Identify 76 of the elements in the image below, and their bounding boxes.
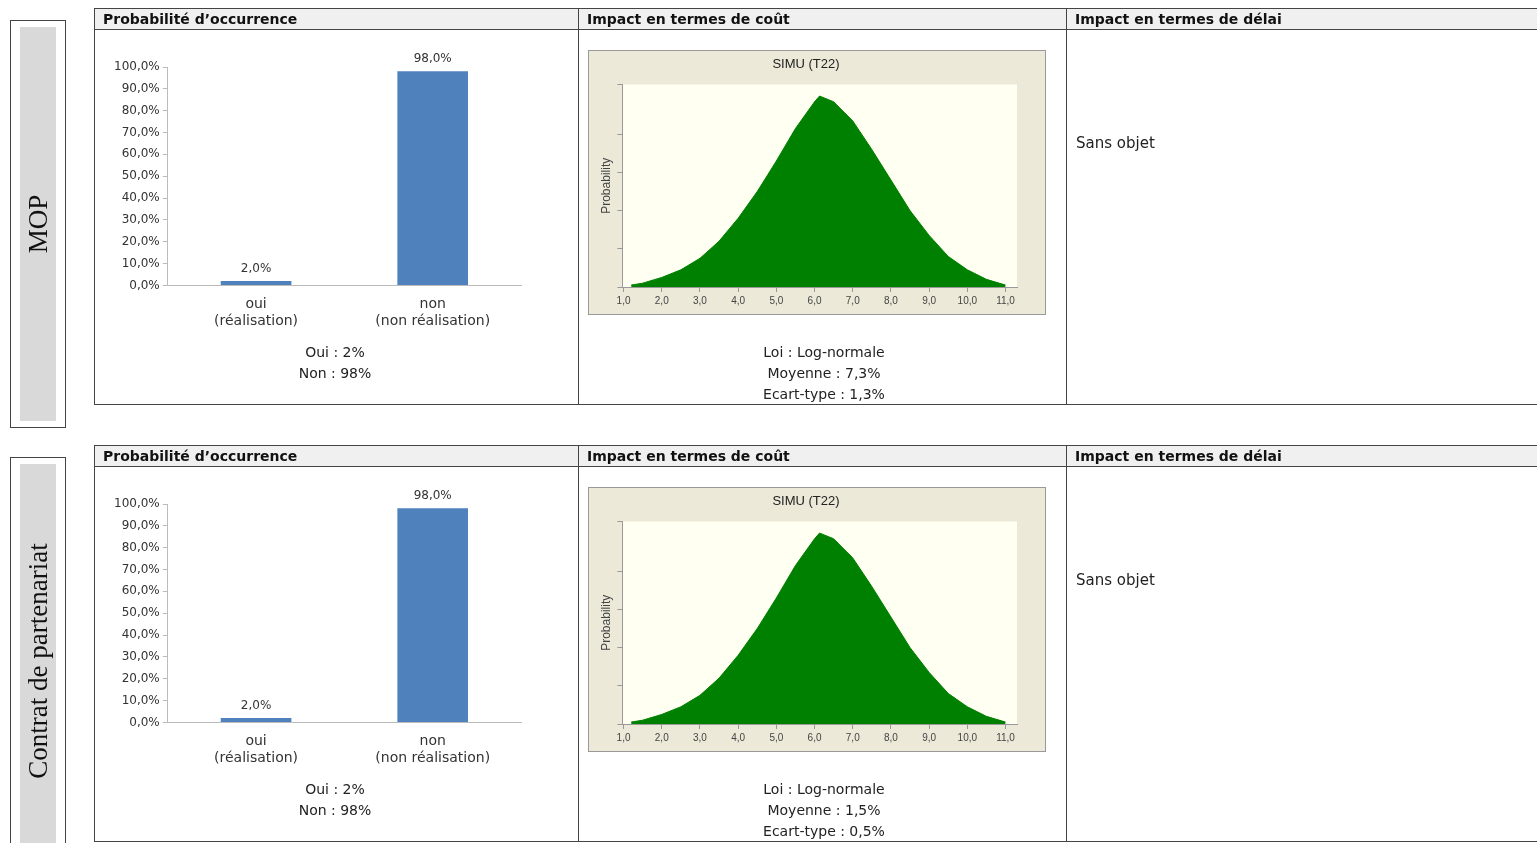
y-tick-label: 80,0% — [121, 102, 160, 117]
text: Impact en termes de délai — [1067, 9, 1537, 30]
text: Oui : 2% — [304, 343, 366, 362]
text: Sans objet — [1076, 571, 1155, 589]
x-tick-label: non (non réalisation) — [375, 295, 491, 329]
y-tick-label: 30,0% — [121, 649, 160, 664]
data-label: 2,0% — [240, 698, 272, 713]
y-tick-label: 90,0% — [121, 80, 160, 95]
x-tick-label: 6,0 — [807, 731, 822, 743]
data-label: 98,0% — [413, 488, 452, 503]
y-tick-label: 20,0% — [121, 233, 160, 248]
x-tick-label: 7,0 — [845, 294, 861, 306]
text: Ecart-type : 1,3% — [762, 385, 886, 404]
x-tick-label: 8,0 — [883, 294, 899, 306]
x-tick-label: 7,0 — [845, 731, 861, 743]
x-tick-label: 2,0 — [654, 731, 670, 743]
x-tick-label: 5,0 — [769, 731, 784, 743]
x-tick-label: 10,0 — [957, 731, 978, 743]
text: Contrat de partenariat — [22, 543, 54, 779]
x-tick-label: 1,0 — [616, 731, 631, 743]
text: Impact en termes de délai — [1067, 446, 1537, 467]
y-tick-label: 0,0% — [129, 277, 160, 292]
y-tick-label: 90,0% — [121, 517, 160, 532]
x-tick-label: 4,0 — [731, 731, 746, 743]
chart-subtitle: SIMU (T22) — [772, 56, 840, 72]
y-tick-label: 10,0% — [121, 255, 160, 270]
chart-subtitle: SIMU (T22) — [772, 493, 840, 509]
data-label: 98,0% — [413, 51, 452, 66]
chart-title: Probabilité d’occurrence — [95, 9, 578, 30]
x-tick-label: 3,0 — [692, 731, 708, 743]
data-label: 2,0% — [240, 261, 272, 276]
x-tick-label: non (non réalisation) — [375, 732, 491, 766]
x-tick-label: 2,0 — [654, 294, 670, 306]
text: Non : 98% — [297, 364, 373, 383]
x-tick-label: 9,0 — [922, 731, 937, 743]
text: Ecart-type : 0,5% — [762, 822, 886, 841]
y-tick-label: 100,0% — [113, 59, 160, 74]
x-tick-label: 4,0 — [731, 294, 746, 306]
x-tick-label: 8,0 — [883, 731, 899, 743]
y-tick-label: 100,0% — [113, 496, 160, 511]
x-tick-label: oui (réalisation) — [214, 732, 299, 766]
y-tick-label: 30,0% — [121, 212, 160, 227]
x-tick-label: 9,0 — [922, 294, 937, 306]
chart-title: Impact en termes de coût — [579, 9, 1066, 30]
x-tick-label: 11,0 — [996, 294, 1016, 306]
y-tick-label: 80,0% — [121, 539, 160, 554]
y-axis-title: Probability — [598, 594, 613, 651]
chart-title: Impact en termes de coût — [579, 446, 1066, 467]
y-tick-label: 70,0% — [121, 561, 160, 576]
y-tick-label: 50,0% — [121, 168, 160, 183]
text: Moyenne : 7,3% — [766, 364, 882, 383]
y-tick-label: 50,0% — [121, 605, 160, 620]
y-axis-title: Probability — [598, 157, 613, 214]
y-tick-label: 40,0% — [121, 190, 160, 205]
y-tick-label: 20,0% — [121, 670, 160, 685]
text: Oui : 2% — [304, 780, 366, 799]
y-tick-label: 60,0% — [121, 583, 160, 598]
text: MOP — [22, 194, 54, 254]
y-tick-label: 60,0% — [121, 146, 160, 161]
y-tick-label: 70,0% — [121, 124, 160, 139]
x-tick-label: 11,0 — [996, 731, 1016, 743]
text: Non : 98% — [297, 801, 373, 820]
y-tick-label: 40,0% — [121, 627, 160, 642]
x-tick-label: oui (réalisation) — [214, 295, 299, 329]
text: Loi : Log-normale — [762, 343, 886, 362]
x-tick-label: 10,0 — [957, 294, 978, 306]
text: Moyenne : 1,5% — [766, 801, 882, 820]
chart-title: Probabilité d’occurrence — [95, 446, 578, 467]
x-tick-label: 1,0 — [616, 294, 631, 306]
x-tick-label: 6,0 — [807, 294, 822, 306]
x-tick-label: 3,0 — [692, 294, 708, 306]
x-tick-label: 5,0 — [769, 294, 784, 306]
y-tick-label: 10,0% — [121, 692, 160, 707]
text: Loi : Log-normale — [762, 780, 886, 799]
y-tick-label: 0,0% — [129, 714, 160, 729]
text: Sans objet — [1076, 134, 1155, 152]
